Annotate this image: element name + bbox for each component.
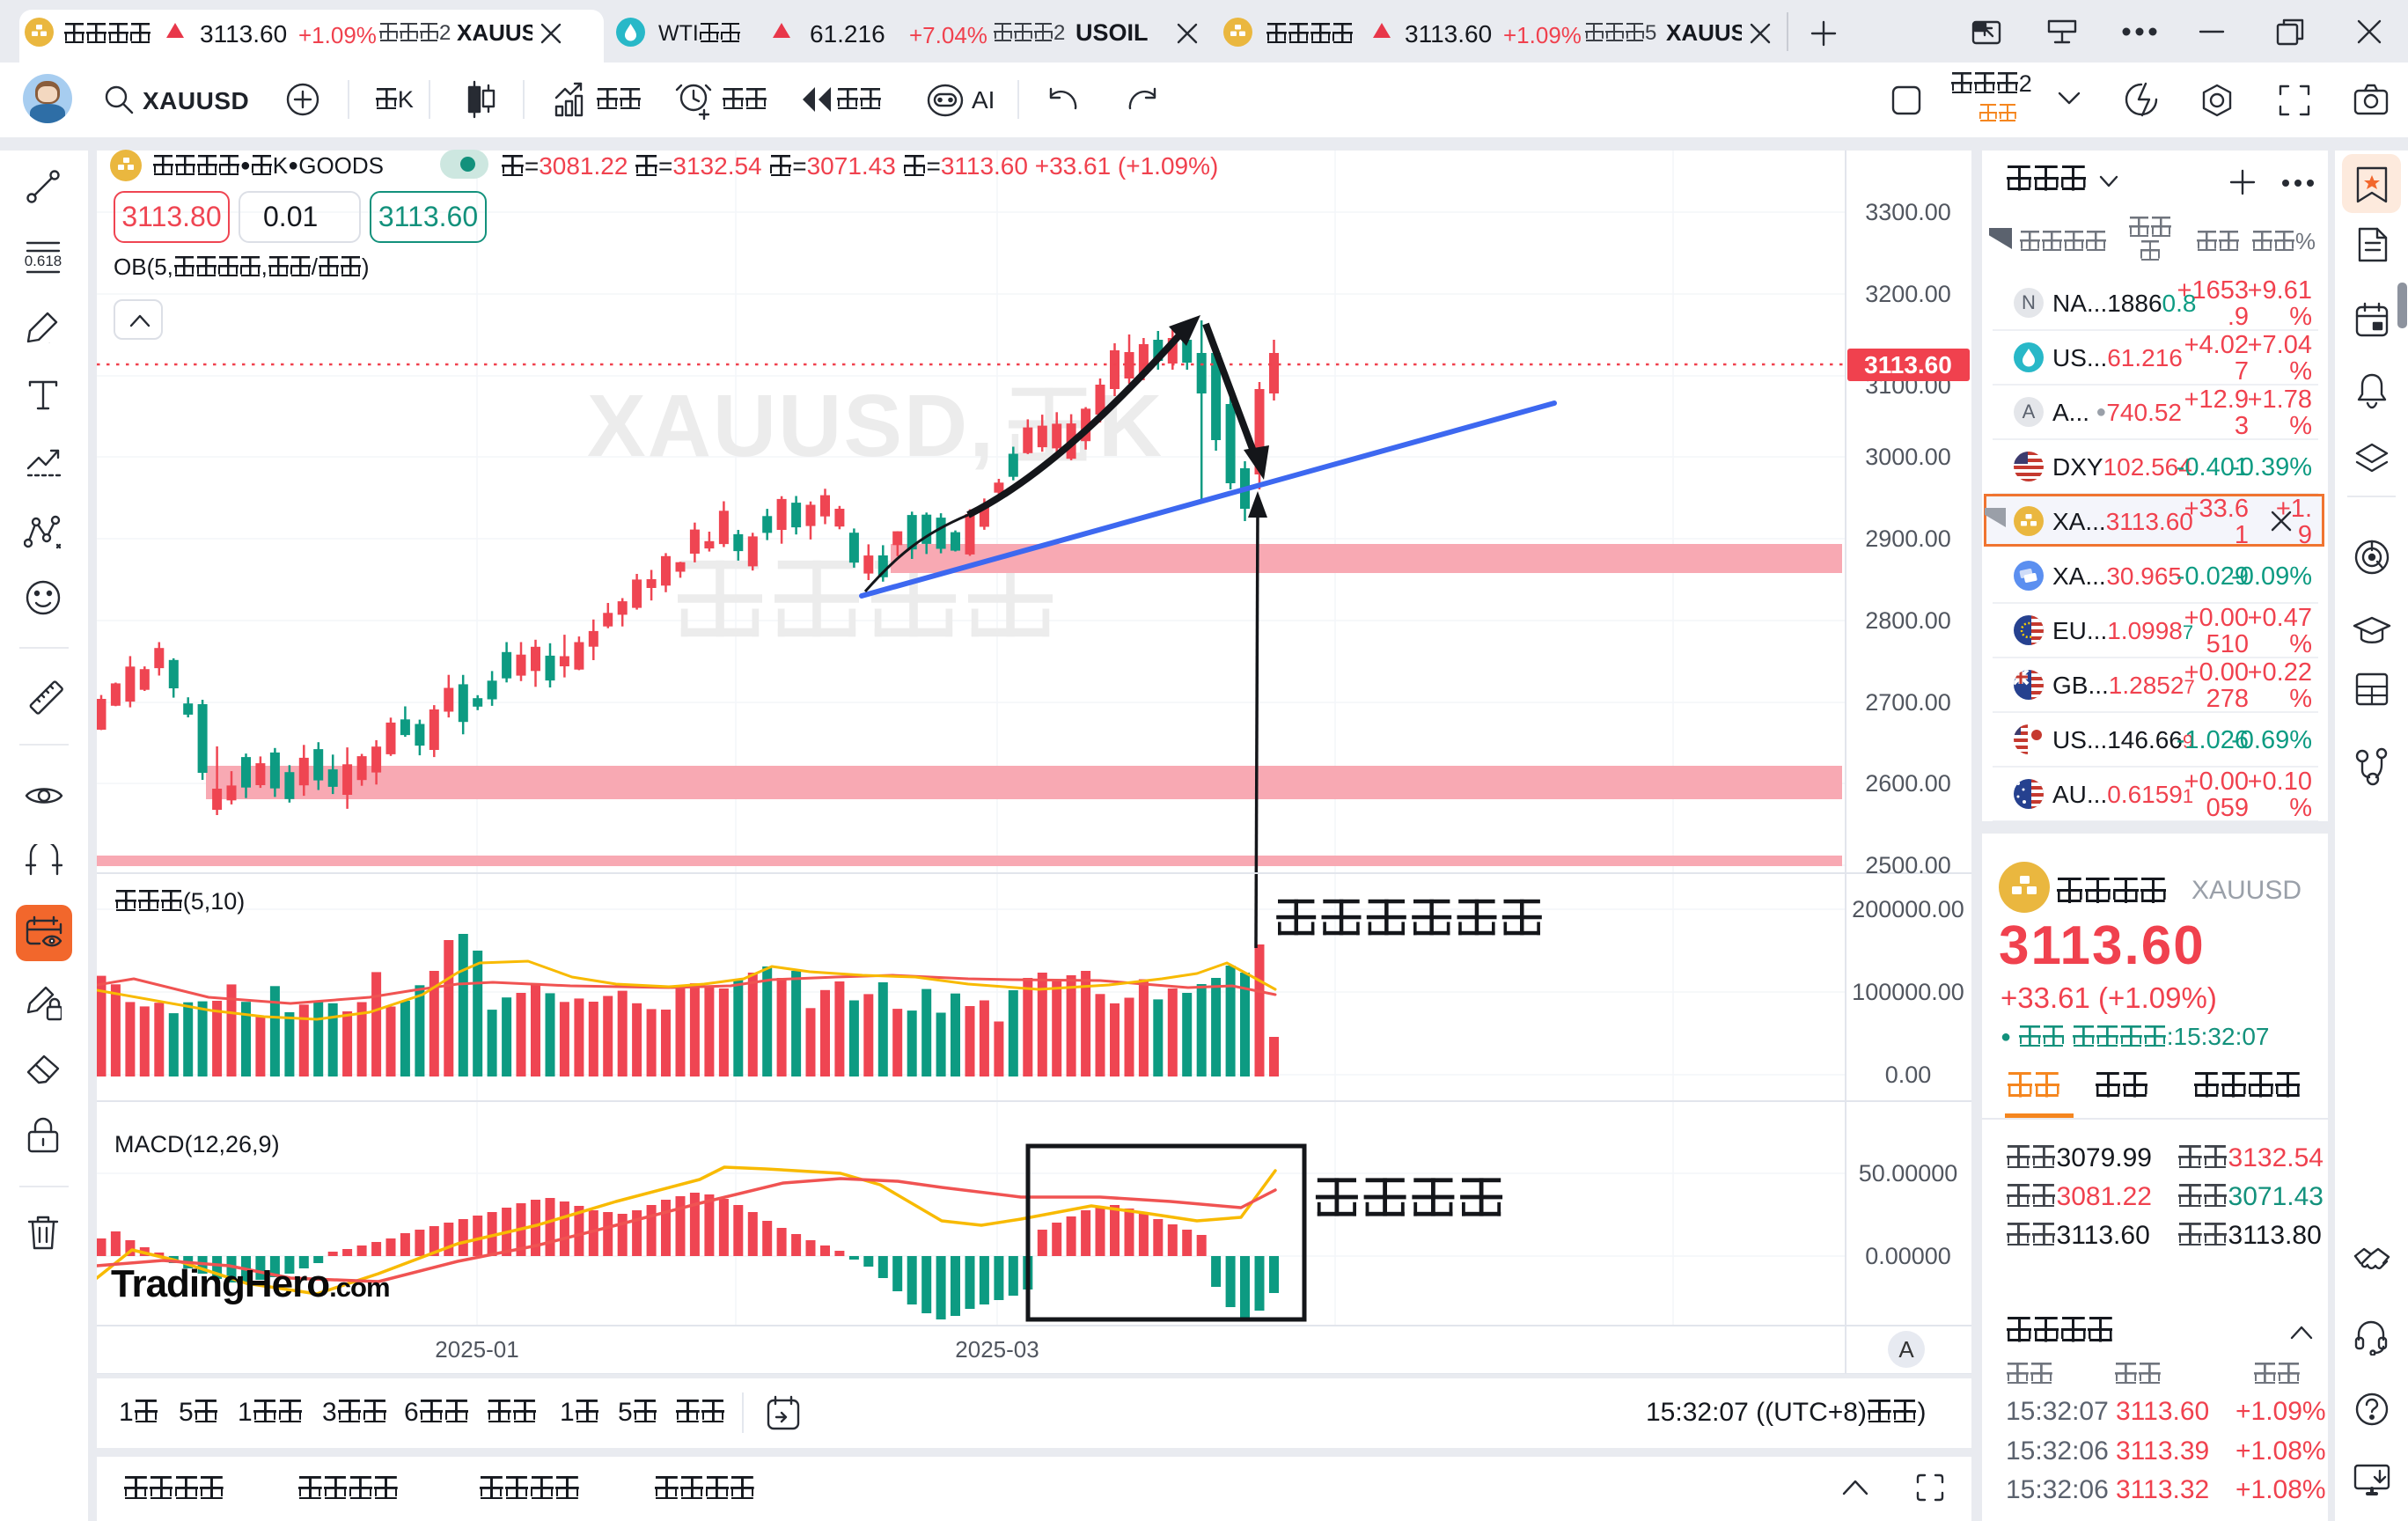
svg-text:0.00000: 0.00000 [1865, 1243, 1951, 1269]
svg-text:100000.00: 100000.00 [1852, 979, 1964, 1005]
svg-text:2600.00: 2600.00 [1865, 770, 1951, 797]
svg-text:3200.00: 3200.00 [1865, 281, 1951, 307]
svg-text:50.00000: 50.00000 [1859, 1160, 1958, 1187]
svg-text:2900.00: 2900.00 [1865, 525, 1951, 552]
svg-text:XAUUSD,: XAUUSD, [587, 377, 995, 475]
svg-text:2025-01: 2025-01 [435, 1336, 518, 1363]
svg-text:2500.00: 2500.00 [1865, 852, 1951, 878]
svg-text:200000.00: 200000.00 [1852, 896, 1964, 922]
svg-text:3000.00: 3000.00 [1865, 444, 1951, 470]
svg-text:0.00: 0.00 [1885, 1062, 1932, 1088]
svg-text:K: K [1098, 377, 1162, 475]
svg-text:A: A [1898, 1336, 1914, 1363]
svg-text:2700.00: 2700.00 [1865, 689, 1951, 716]
svg-text:2025-03: 2025-03 [955, 1336, 1039, 1363]
svg-text:3300.00: 3300.00 [1865, 199, 1951, 225]
svg-text:0.618: 0.618 [25, 253, 62, 269]
svg-text:3113.60: 3113.60 [1864, 351, 1952, 378]
svg-text:2800.00: 2800.00 [1865, 607, 1951, 634]
